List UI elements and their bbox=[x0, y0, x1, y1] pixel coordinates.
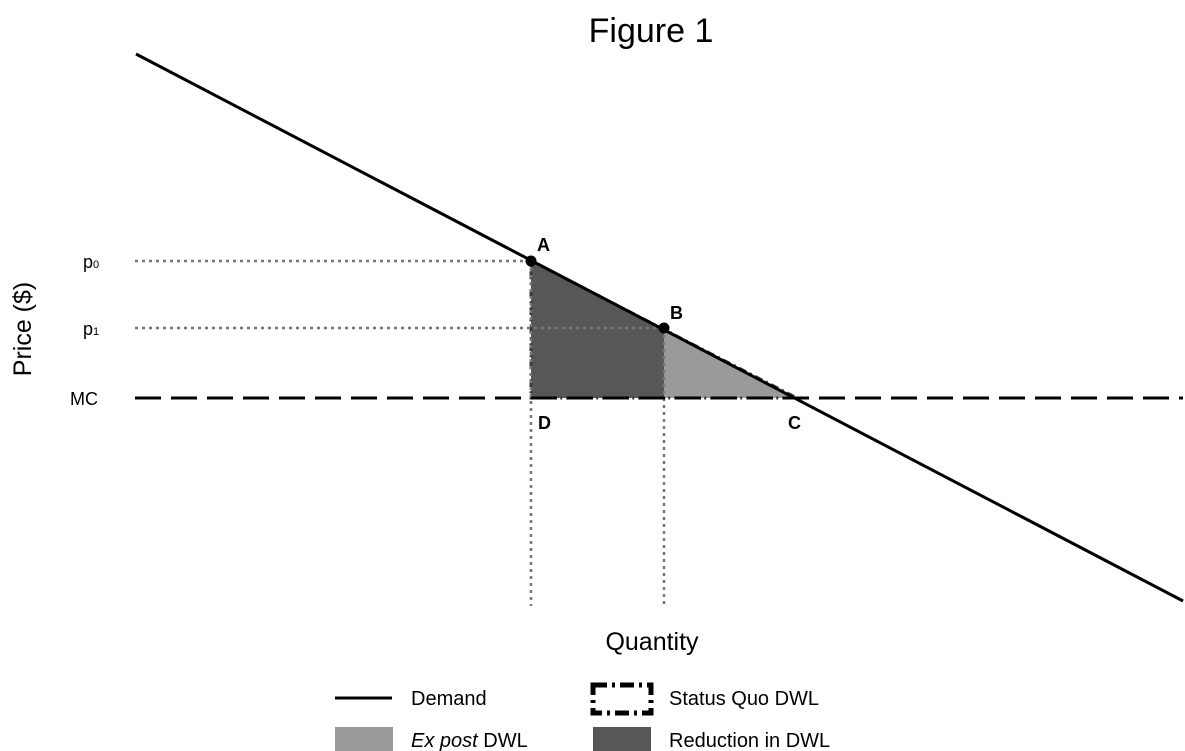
point-c-label: C bbox=[788, 413, 801, 433]
point-d-label: D bbox=[538, 413, 551, 433]
y-axis-title: Price ($) bbox=[9, 282, 37, 376]
reduction-in-dwl-region bbox=[531, 261, 664, 398]
legend-demand-label: Demand bbox=[411, 688, 487, 710]
legend-ex-post-swatch bbox=[335, 727, 393, 751]
point-a-marker bbox=[525, 255, 537, 267]
legend-reduction-label: Reduction in DWL bbox=[669, 730, 830, 751]
figure-title: Figure 1 bbox=[589, 12, 714, 50]
y-tick-mc: MC bbox=[70, 389, 98, 409]
x-axis-title: Quantity bbox=[605, 628, 699, 656]
legend-reduction-swatch bbox=[593, 727, 651, 751]
legend-status-quo-label: Status Quo DWL bbox=[669, 688, 819, 710]
legend-status-quo-swatch bbox=[590, 682, 654, 716]
point-a-label: A bbox=[537, 235, 550, 255]
legend: Demand Status Quo DWL Ex post DWL Reduct… bbox=[335, 682, 830, 751]
legend-ex-post-label: Ex post DWL bbox=[411, 730, 528, 751]
point-b-label: B bbox=[670, 303, 683, 323]
y-tick-p0: p0 bbox=[83, 252, 99, 272]
y-tick-p1: p1 bbox=[83, 319, 99, 339]
point-b-marker bbox=[658, 322, 670, 334]
